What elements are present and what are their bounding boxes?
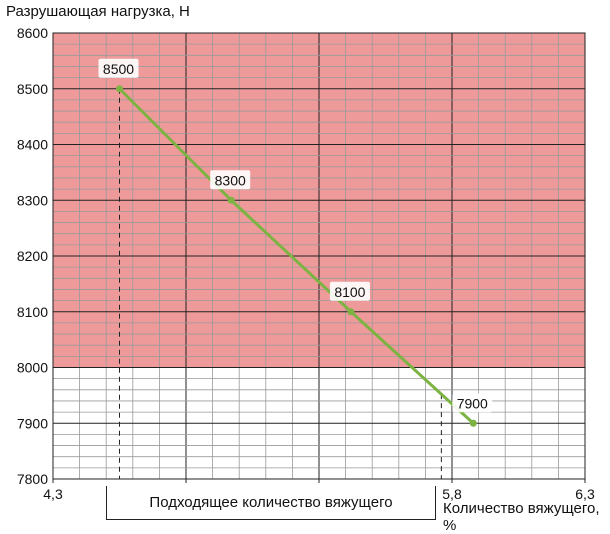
y-tick-label: 8500: [17, 81, 48, 97]
data-label-bg: [329, 281, 370, 301]
data-label-bg: [98, 58, 139, 78]
y-tick-label: 8400: [17, 137, 48, 153]
suitable-range-label: Подходящее количество вяжущего: [106, 486, 436, 520]
data-label: 8100: [334, 284, 365, 300]
y-tick-label: 7900: [17, 415, 48, 431]
x-tick-label: 4,3: [43, 486, 63, 502]
y-tick-label: 8200: [17, 248, 48, 264]
series-line: [116, 85, 477, 427]
y-tick-label: 8000: [17, 360, 48, 376]
data-label-bg: [210, 170, 251, 190]
data-point: [347, 308, 355, 316]
grid: [53, 33, 585, 479]
data-point: [469, 419, 477, 427]
data-label-bg: [452, 393, 493, 413]
y-tick-labels: 7800 7900 8000 8100 8200 8300 8400 8500 8600: [17, 25, 48, 487]
series-line-path: [118, 87, 475, 425]
y-axis-title: Разрушающая нагрузка, Н: [6, 3, 190, 20]
data-point: [116, 85, 123, 93]
y-tick-label: 8100: [17, 304, 48, 320]
x-tick-label: 6,3: [575, 486, 595, 502]
y-tick-label: 8300: [17, 192, 48, 208]
y-tick-label: 7800: [17, 471, 48, 487]
suitable-range-markers: [119, 88, 442, 479]
data-point: [227, 196, 235, 204]
data-label: 7900: [457, 395, 488, 411]
data-label: 8500: [103, 61, 134, 77]
y-tick-label: 8600: [17, 25, 48, 41]
x-axis-title: Количество вяжущего, %: [443, 500, 600, 534]
data-label: 8300: [215, 172, 246, 188]
data-labels: 8500 8300 8100 7900: [98, 58, 493, 413]
x-tick-label: 5,8: [442, 486, 462, 502]
